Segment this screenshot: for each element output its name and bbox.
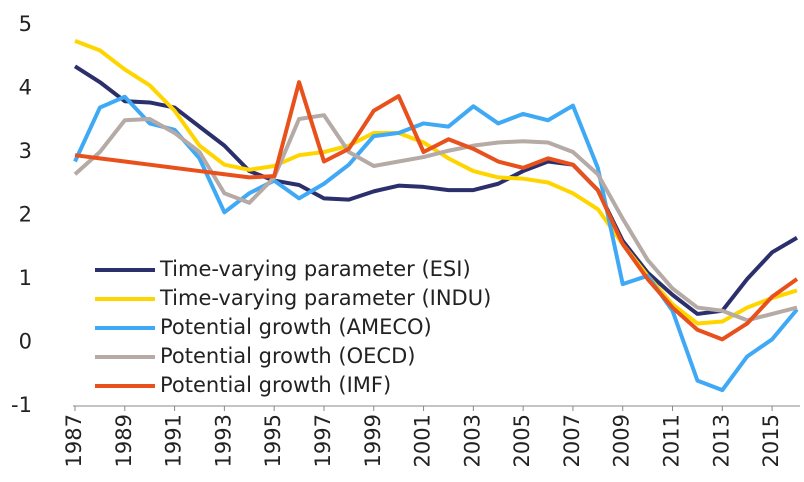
x-tick-label: 2013	[709, 414, 733, 467]
y-tick-label: 4	[19, 76, 32, 100]
series-line	[73, 94, 799, 393]
x-tick-label: 2015	[759, 414, 783, 467]
y-tick-label: 0	[19, 330, 32, 354]
x-tick-label: 1991	[162, 414, 186, 467]
series-line	[74, 39, 798, 326]
legend: Time-varying parameter (ESI) Time-varying…	[95, 257, 491, 397]
y-tick-label: 2	[19, 203, 32, 227]
series-line	[73, 113, 798, 323]
x-tick-label: 1997	[311, 414, 335, 467]
y-tick-label: 1	[19, 266, 32, 290]
x-tick-label: 1999	[361, 414, 385, 467]
series-line	[74, 80, 799, 342]
x-tick-label: 1995	[261, 414, 285, 467]
y-tick-label: 3	[19, 139, 32, 163]
x-tick-label: 2011	[660, 414, 684, 467]
legend-label: Time-varying parameter (INDU)	[159, 286, 491, 310]
y-tick-label: 5	[19, 12, 32, 36]
x-tick-label: 1993	[211, 414, 235, 467]
legend-label: Time-varying parameter (ESI)	[159, 257, 471, 281]
x-tick-label: 2007	[560, 414, 584, 467]
legend-label: Potential growth (IMF)	[160, 373, 391, 397]
x-tick-label: 1989	[112, 414, 136, 467]
y-tick-label: -1	[11, 393, 32, 417]
x-tick-label: 2003	[460, 414, 484, 467]
x-tick-label: 2005	[510, 414, 534, 467]
x-tick-label: 2009	[610, 414, 634, 467]
legend-label: Potential growth (AMECO)	[160, 315, 432, 339]
legend-label: Potential growth (OECD)	[160, 344, 415, 368]
series-line	[73, 64, 799, 316]
x-tick-label: 1987	[62, 414, 86, 467]
x-tick-label: 2001	[411, 414, 435, 467]
